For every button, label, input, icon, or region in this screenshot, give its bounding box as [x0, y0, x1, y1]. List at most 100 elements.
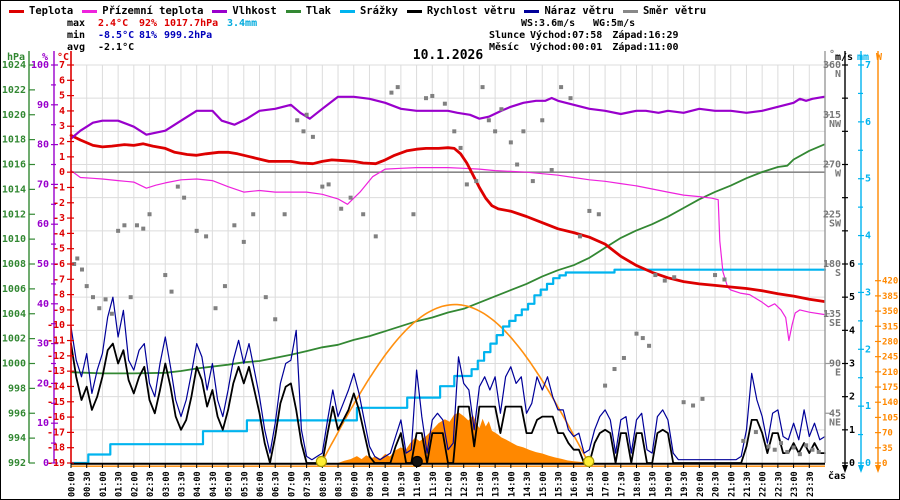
- wind-direction-dot: [128, 295, 133, 300]
- time-tick-label: 03:30: [177, 471, 187, 497]
- axis-header-celsius: °C: [57, 52, 70, 63]
- legend-item-6: Náraz větru: [524, 5, 614, 17]
- celsius-tick-label: 0: [59, 167, 65, 178]
- wind-direction-dot: [295, 118, 300, 123]
- wind-direction-dot: [810, 447, 815, 452]
- wind-direction-dot: [109, 311, 114, 316]
- wind-direction-dot: [559, 85, 564, 90]
- wind-direction-dot: [681, 400, 686, 405]
- precip-axis-arrow: [858, 465, 864, 473]
- wind-direction-dot: [273, 317, 278, 322]
- hpa-tick-label: 1020: [2, 110, 26, 121]
- celsius-tick-label: -18: [47, 443, 65, 454]
- sunset-time: Západ:16:29: [612, 30, 679, 41]
- degree-tick-label: 270: [823, 160, 841, 171]
- wind-direction-dot: [141, 226, 146, 231]
- time-tick-label: 06:30: [272, 471, 282, 497]
- wind-direction-dot: [147, 212, 152, 217]
- celsius-tick-label: -16: [47, 412, 65, 423]
- wind-direction-dot: [791, 445, 796, 450]
- wind-direction-dot: [452, 129, 457, 134]
- axis-header-percent: %: [42, 52, 49, 63]
- pct-tick-label: 0: [43, 458, 49, 469]
- hpa-tick-label: 1018: [2, 135, 26, 146]
- hpa-tick-label: 994: [8, 433, 26, 444]
- celsius-tick-label: -7: [53, 274, 65, 285]
- pct-tick-label: 100: [31, 60, 49, 71]
- watt-tick-label: 280: [882, 337, 898, 347]
- time-tick-label: 23:30: [806, 471, 816, 497]
- legend: Teplota Přízemní teplota Vlhkost Tlak Srážky…: [9, 5, 706, 17]
- stat-value: 3.4mm: [227, 18, 258, 29]
- wind-direction-dot: [389, 90, 394, 95]
- celsius-tick-label: -3: [53, 213, 65, 224]
- celsius-tick-label: 6: [59, 75, 65, 86]
- hpa-tick-label: 1014: [2, 184, 26, 195]
- time-tick-label: 00:30: [83, 471, 93, 497]
- wind-direction-dot: [122, 223, 127, 228]
- mm-tick-label: 0: [865, 458, 871, 469]
- wind-direction-dot: [603, 383, 608, 388]
- wind-direction-dot: [568, 96, 573, 101]
- stat-row-label: avg: [67, 42, 86, 53]
- wind-direction-dot: [304, 112, 309, 117]
- compass-label: NE: [829, 417, 841, 428]
- time-tick-label: 08:00: [319, 471, 329, 497]
- wind-direction-dot: [640, 336, 645, 341]
- wind-direction-dot: [339, 206, 344, 211]
- axis-header-mm: mm: [857, 52, 870, 63]
- time-tick-label: 01:30: [115, 471, 125, 497]
- wind-direction-dot: [194, 228, 199, 233]
- time-tick-label: 21:00: [727, 471, 737, 497]
- mm-tick-label: 7: [865, 60, 871, 71]
- time-tick-label: 14:30: [523, 471, 533, 497]
- wind-direction-dot: [722, 277, 727, 282]
- time-tick-label: 05:30: [240, 471, 250, 497]
- wind-direction-dot: [320, 184, 325, 189]
- legend-swatch: [622, 9, 638, 13]
- wind-direction-dot: [577, 234, 582, 239]
- time-tick-label: 11:00: [413, 471, 423, 497]
- stat-value: 999.2hPa: [164, 30, 213, 41]
- mm-tick-label: 2: [865, 344, 871, 355]
- sunrise-marker: [315, 455, 327, 468]
- pct-tick-label: 70: [37, 179, 49, 190]
- wind-direction-dot: [816, 449, 821, 454]
- legend-label: Srážky: [359, 5, 398, 17]
- hpa-tick-label: 1004: [2, 309, 26, 320]
- time-tick-label: 07:00: [287, 471, 297, 497]
- stat-value: -2.1°C: [98, 42, 135, 53]
- wind-direction-dot: [713, 273, 718, 278]
- wind-speed-max: WS:3.6m/s: [521, 18, 576, 29]
- wind-direction-dot: [348, 195, 353, 200]
- wind-direction-dot: [282, 212, 287, 217]
- watt-tick-label: 140: [882, 398, 898, 408]
- ms-tick-label: 5: [849, 292, 855, 303]
- pct-tick-label: 20: [37, 378, 49, 389]
- time-tick-label: 07:30: [303, 471, 313, 497]
- wind-direction-dot: [326, 182, 331, 187]
- time-tick-label: 02:00: [130, 471, 140, 497]
- time-tick-label: 04:30: [209, 471, 219, 497]
- celsius-tick-label: -15: [47, 397, 65, 408]
- degree-tick-label: 360: [823, 60, 841, 71]
- mm-tick-label: 1: [865, 401, 871, 412]
- naraz_vetru-line: [70, 296, 826, 461]
- degree-tick-label: 225: [823, 209, 841, 220]
- moonrise-time: Východ:00:01: [530, 42, 603, 53]
- wind-direction-dot: [515, 162, 520, 167]
- celsius-tick-label: -14: [47, 381, 65, 392]
- time-tick-label: 04:00: [193, 471, 203, 497]
- pct-tick-label: 50: [37, 259, 49, 270]
- legend-label: Tlak: [305, 5, 331, 17]
- celsius-tick-label: -13: [47, 366, 65, 377]
- mm-tick-label: 5: [865, 174, 871, 185]
- stat-value: 81%: [139, 30, 158, 41]
- time-tick-label: 15:00: [539, 471, 549, 497]
- celsius-tick-label: 4: [59, 106, 65, 117]
- wind-direction-dot: [79, 267, 84, 272]
- pct-tick-label: 80: [37, 140, 49, 151]
- hpa-tick-label: 1000: [2, 359, 26, 370]
- celsius-tick-label: -4: [53, 228, 65, 239]
- wind-direction-dot: [373, 234, 378, 239]
